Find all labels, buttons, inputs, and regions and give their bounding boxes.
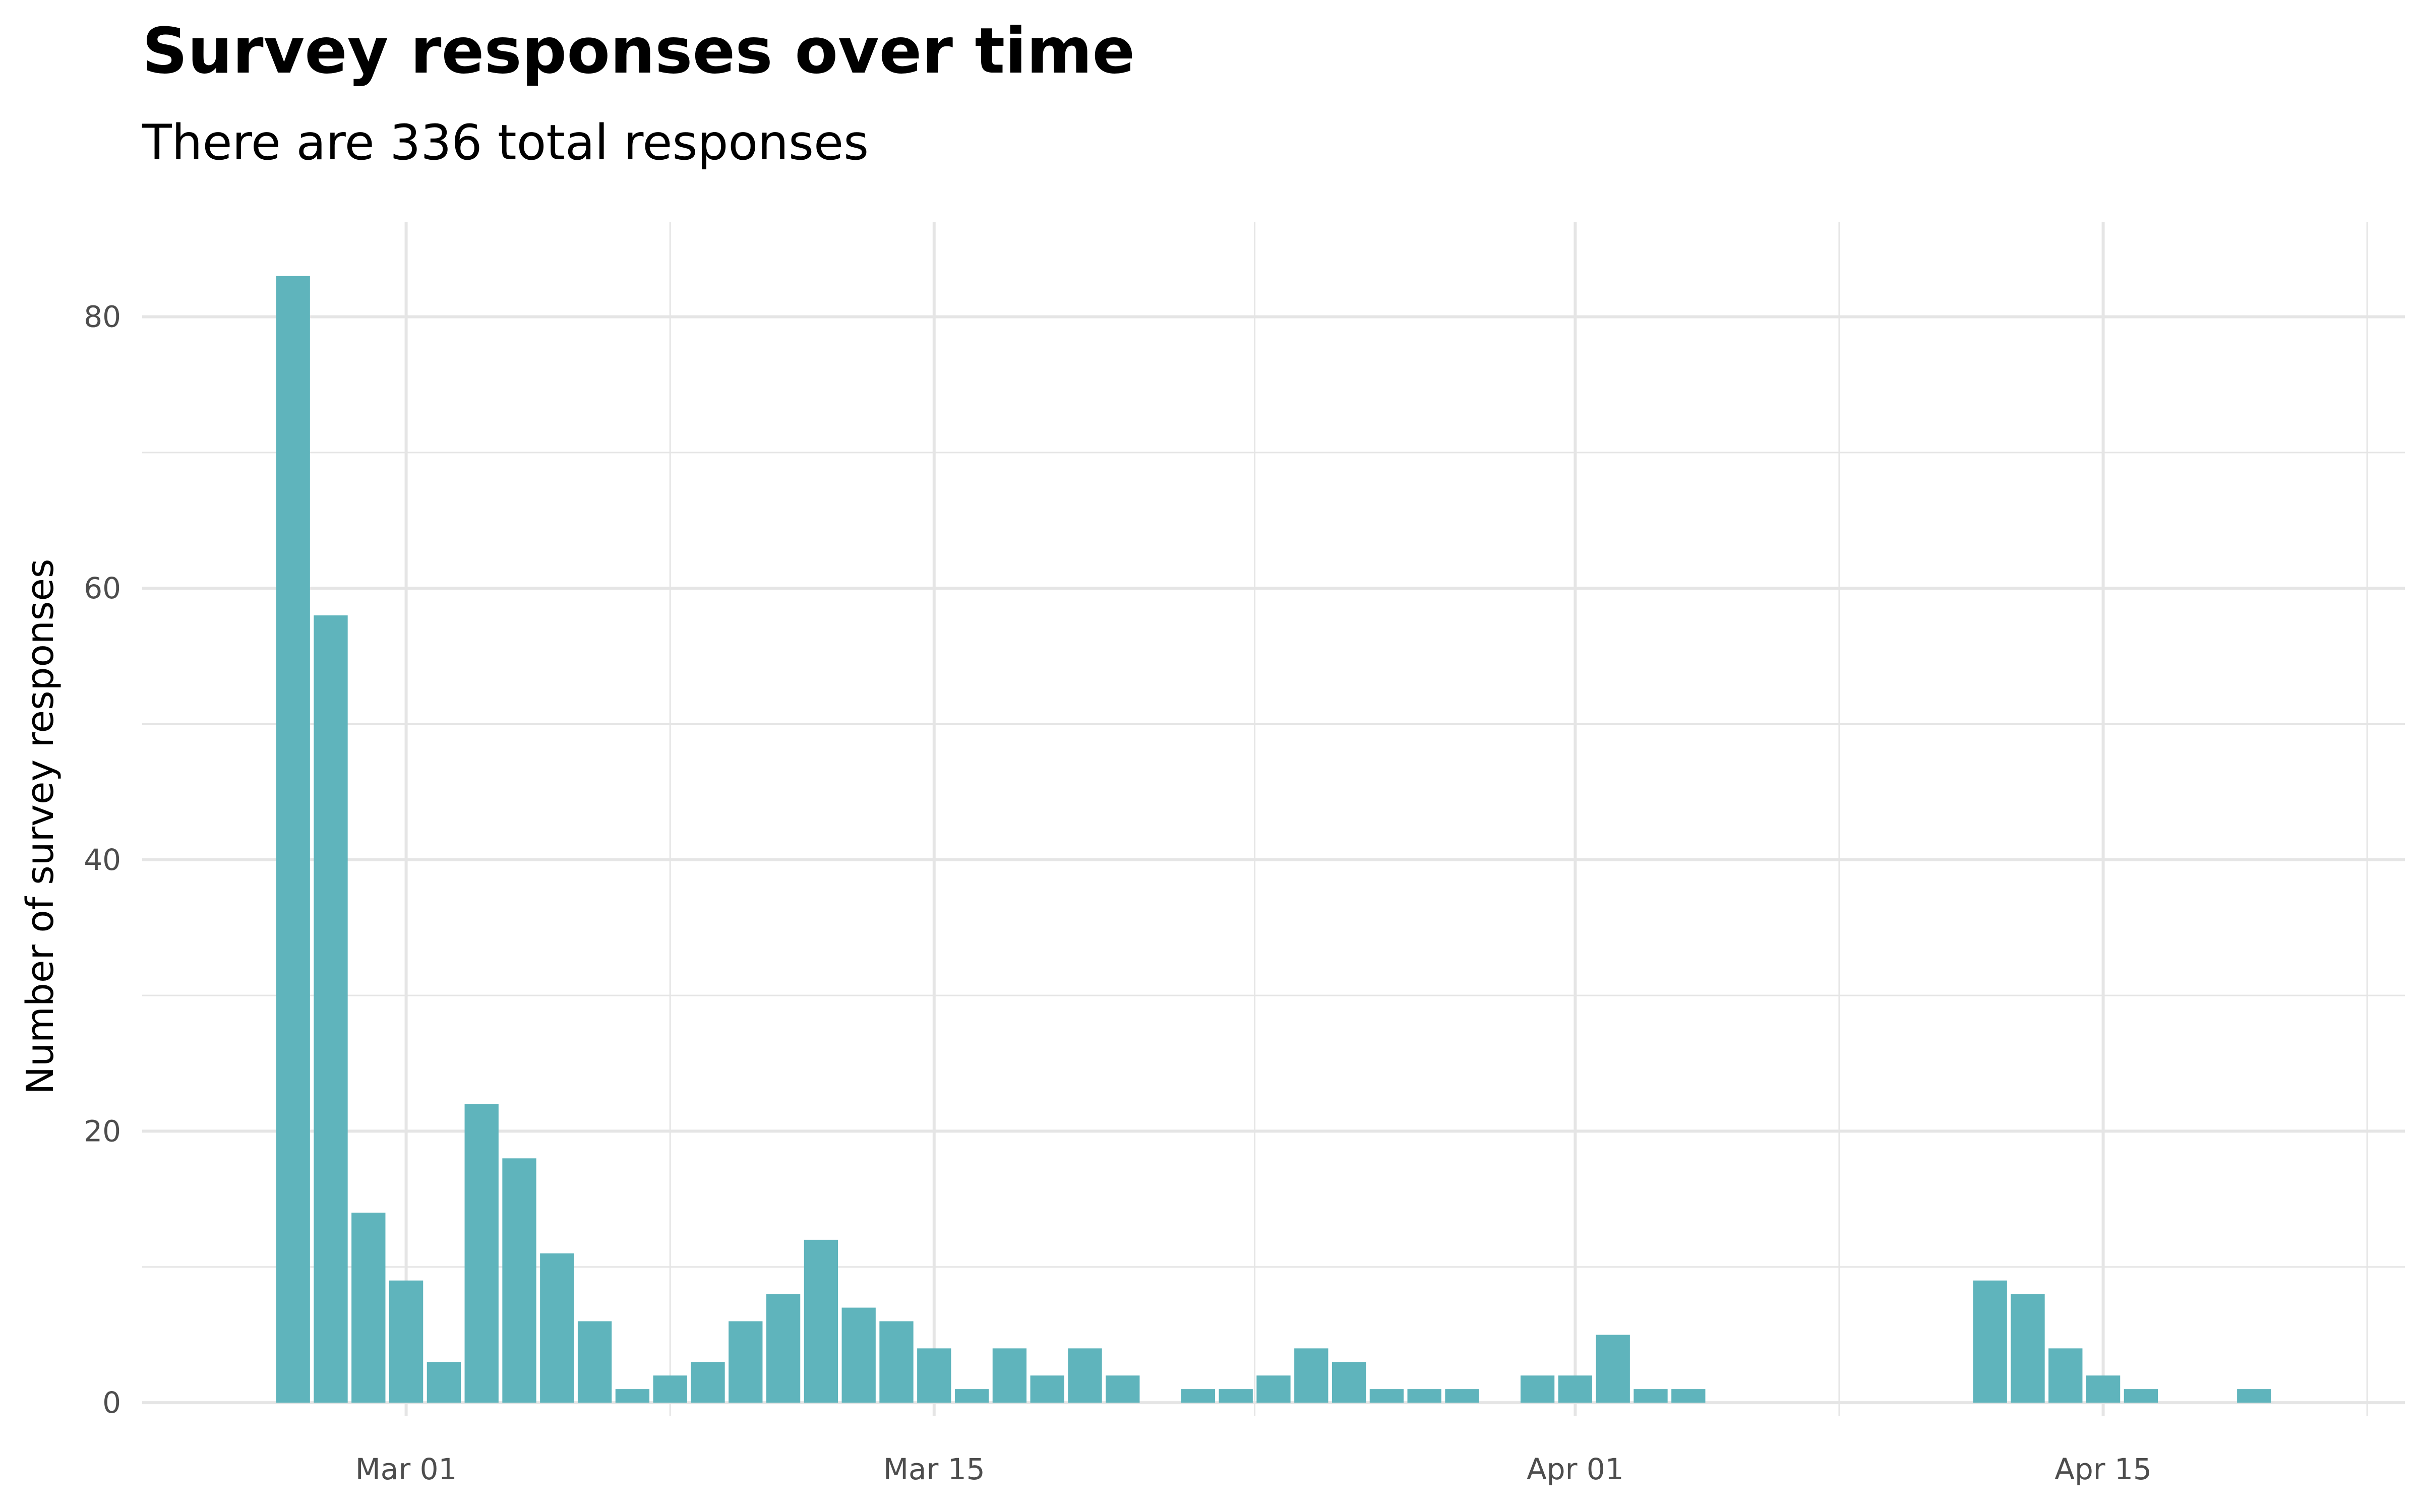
bar: [2237, 1389, 2271, 1403]
bar: [766, 1294, 801, 1403]
bar: [502, 1158, 536, 1403]
bar: [389, 1280, 424, 1403]
bar: [917, 1348, 951, 1403]
bar: [351, 1213, 386, 1403]
y-tick-label: 20: [84, 1114, 121, 1148]
bar: [1407, 1389, 1441, 1403]
bar: [1973, 1280, 2007, 1403]
x-tick-label: Mar 15: [883, 1452, 985, 1486]
bar: [1634, 1389, 1668, 1403]
x-tick-label: Apr 15: [2054, 1452, 2152, 1486]
bar: [1068, 1348, 1102, 1403]
x-tick-label: Mar 01: [355, 1452, 457, 1486]
bar: [1181, 1389, 1216, 1403]
y-tick-label: 80: [84, 300, 121, 334]
bar: [2048, 1348, 2083, 1403]
chart-title: Survey responses over time: [142, 15, 1135, 88]
x-tick-label: Apr 01: [1527, 1452, 1624, 1486]
y-axis-title: Number of survey responses: [19, 559, 62, 1095]
bar: [1106, 1375, 1140, 1403]
y-tick-label: 0: [102, 1385, 121, 1420]
bar: [879, 1321, 914, 1403]
bar: [1445, 1389, 1479, 1403]
bar: [729, 1321, 763, 1403]
bar: [954, 1389, 989, 1403]
bar: [276, 276, 310, 1403]
bar: [540, 1253, 574, 1403]
y-tick-label: 40: [84, 843, 121, 877]
bar: [1558, 1375, 1593, 1403]
bar: [1369, 1389, 1404, 1403]
bar: [314, 615, 348, 1403]
bar: [1520, 1375, 1555, 1403]
x-tick-labels: Mar 01 Mar 15 Apr 01 Apr 15: [355, 1452, 2152, 1486]
bar: [1332, 1362, 1366, 1403]
bar: [1596, 1335, 1630, 1403]
bar: [615, 1389, 650, 1403]
bar: [464, 1104, 499, 1403]
bars: [276, 276, 2271, 1403]
bar: [1030, 1375, 1064, 1403]
bar: [1294, 1348, 1328, 1403]
chart-subtitle: There are 336 total responses: [142, 114, 869, 171]
bar: [1256, 1375, 1291, 1403]
bar: [841, 1307, 876, 1403]
bar: [2124, 1389, 2158, 1403]
bar: [427, 1362, 461, 1403]
bar: [1219, 1389, 1253, 1403]
bar: [992, 1348, 1027, 1403]
bar: [804, 1239, 838, 1403]
bar: [2086, 1375, 2121, 1403]
bar: [691, 1362, 725, 1403]
y-tick-label: 60: [84, 571, 121, 605]
bar: [1671, 1389, 1706, 1403]
bar: [653, 1375, 687, 1403]
y-tick-labels: 0 20 40 60 80: [84, 300, 121, 1420]
bar: [577, 1321, 612, 1403]
bar: [2011, 1294, 2045, 1403]
